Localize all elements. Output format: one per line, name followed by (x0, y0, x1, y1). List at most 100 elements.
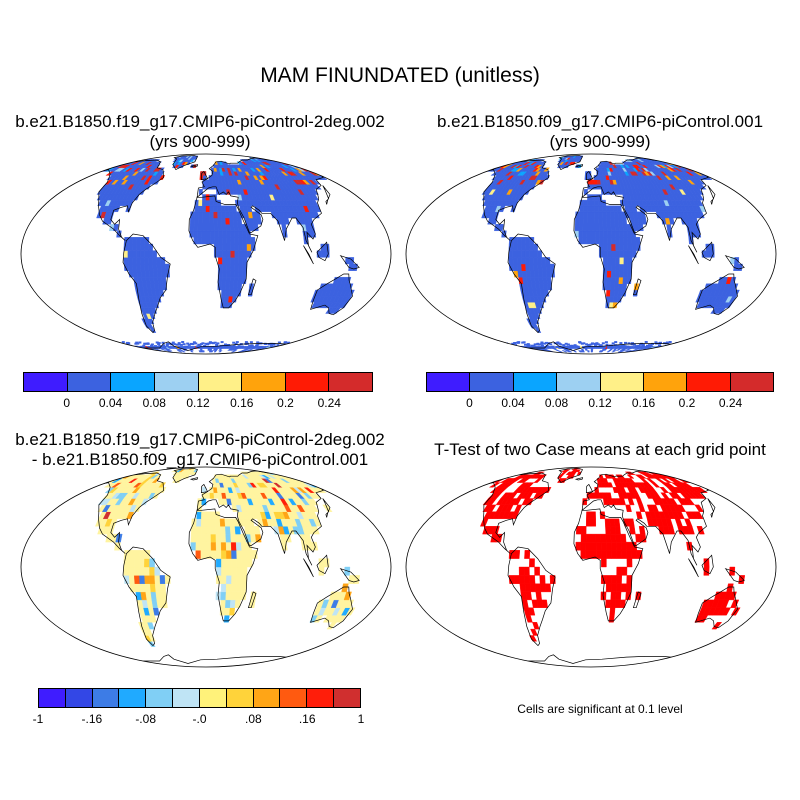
map-cell (205, 526, 212, 535)
map-cell (222, 263, 227, 271)
map-cell (610, 230, 616, 238)
case2-map (405, 153, 777, 355)
antarctic-cell (150, 343, 154, 346)
map-cell (685, 474, 699, 479)
antarctic-cell (157, 342, 161, 345)
map-cell (292, 345, 304, 349)
map-cell (137, 348, 147, 351)
map-cell (539, 575, 546, 584)
map-cell (595, 550, 602, 559)
coastline (322, 498, 331, 518)
map-cell (518, 575, 526, 584)
antarctic-cell (530, 344, 534, 347)
map-cell (549, 263, 555, 271)
antarctic-cell (163, 346, 167, 348)
map-cell (221, 230, 227, 238)
map-cell (694, 167, 705, 172)
coastline (310, 586, 353, 629)
map-cell (650, 348, 660, 351)
case1-title-line2: (yrs 900-999) (149, 132, 251, 151)
antarctic-cell (229, 345, 233, 348)
map-cell (529, 583, 537, 593)
map-cell (594, 492, 600, 499)
map-cell (525, 263, 531, 271)
map-cell (135, 350, 146, 353)
map-cell (202, 350, 205, 353)
map-cell (230, 250, 236, 258)
map-cell (221, 224, 227, 232)
map-cell (682, 474, 696, 479)
map-cell (611, 575, 617, 584)
map-cell (594, 217, 600, 225)
colorbar-swatch (119, 689, 147, 707)
antarctic-cell (641, 345, 645, 347)
map-cell (221, 276, 227, 284)
coastline (172, 468, 198, 484)
colorbar-swatch (730, 373, 773, 391)
map-cell (492, 474, 506, 479)
map-cell (705, 250, 711, 258)
map-cell (164, 263, 170, 271)
map-cell (627, 243, 633, 251)
map-cell (123, 348, 134, 351)
map-cell (605, 526, 611, 535)
map-cell (149, 583, 157, 593)
map-cell (198, 205, 203, 212)
map-cell (216, 205, 222, 212)
map-cell (246, 550, 253, 559)
map-cell (225, 526, 231, 535)
map-cell (197, 230, 203, 238)
map-cell (225, 591, 232, 601)
map-cell (226, 263, 231, 271)
map-cell (218, 250, 223, 258)
map-cell (114, 161, 125, 165)
map-cell (697, 167, 708, 172)
map-cell (237, 230, 243, 238)
map-cell (229, 217, 235, 225)
map-cell (622, 224, 628, 232)
colorbar-swatch (173, 689, 200, 707)
map-cell (610, 599, 616, 608)
map-cell (291, 474, 305, 479)
map-cell (562, 350, 568, 353)
map-cell (123, 566, 130, 576)
antarctic-cell (626, 345, 630, 348)
map-cell (235, 583, 242, 593)
antarctic-cell (150, 345, 154, 347)
map-cell (614, 224, 620, 232)
map-cell (135, 257, 141, 265)
map-cell (152, 257, 158, 265)
antarctic-cell (173, 343, 177, 346)
antarctic-cell (614, 341, 618, 344)
antarctic-cell (551, 345, 555, 348)
map-cell (205, 492, 211, 499)
map-cell (304, 164, 316, 169)
map-cell (655, 348, 666, 351)
map-cell (281, 348, 293, 351)
map-cell (201, 237, 207, 245)
coastline (122, 233, 171, 334)
map-cell (615, 250, 621, 258)
antarctic-cell (234, 343, 238, 345)
map-cell (213, 205, 218, 212)
map-cell (230, 541, 237, 551)
colorbar-tick-label: 0.16 (230, 396, 254, 410)
map-cell (139, 243, 145, 251)
map-cell (217, 224, 223, 232)
colorbar-swatch (198, 373, 243, 391)
map-cell (652, 348, 662, 351)
map-cell (586, 224, 592, 232)
map-cell (601, 558, 607, 568)
map-cell (233, 276, 239, 284)
antarctic-cell (631, 342, 634, 345)
map-cell (251, 550, 258, 559)
colorbar-tick-label: 0.04 (98, 396, 123, 410)
map-cell (226, 566, 232, 576)
map-cell (102, 164, 113, 169)
coastline (189, 477, 199, 481)
antarctic-cell (136, 342, 140, 345)
map-cell (497, 345, 509, 349)
map-cell (522, 348, 532, 351)
map-cell (210, 518, 216, 527)
map-cell (235, 591, 242, 601)
